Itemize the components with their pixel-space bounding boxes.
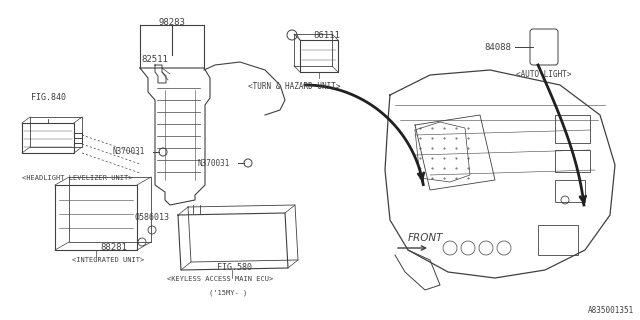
Text: <KEYLESS ACCESS MAIN ECU>: <KEYLESS ACCESS MAIN ECU> [167, 276, 273, 282]
Text: <HEADLIGHT LEVELIZER UNIT>: <HEADLIGHT LEVELIZER UNIT> [22, 175, 132, 181]
Text: 82511: 82511 [141, 55, 168, 64]
Text: FIG.580: FIG.580 [218, 263, 253, 272]
Text: <TURN & HAZARD UNIT>: <TURN & HAZARD UNIT> [248, 82, 340, 91]
Text: N370031: N370031 [198, 158, 230, 167]
Text: 86111: 86111 [313, 31, 340, 41]
Text: 98283: 98283 [159, 18, 186, 27]
Text: <INTEGRATED UNIT>: <INTEGRATED UNIT> [72, 257, 144, 263]
Text: N370031: N370031 [113, 148, 145, 156]
Text: 0586013: 0586013 [134, 213, 170, 222]
Text: 84088: 84088 [484, 43, 511, 52]
Text: A835001351: A835001351 [588, 306, 634, 315]
Text: FIG.840: FIG.840 [31, 93, 65, 102]
Text: FRONT: FRONT [408, 233, 444, 243]
Text: ('15MY- ): ('15MY- ) [209, 289, 247, 295]
Text: 88281: 88281 [100, 243, 127, 252]
Text: <AUTO LIGHT>: <AUTO LIGHT> [516, 70, 572, 79]
